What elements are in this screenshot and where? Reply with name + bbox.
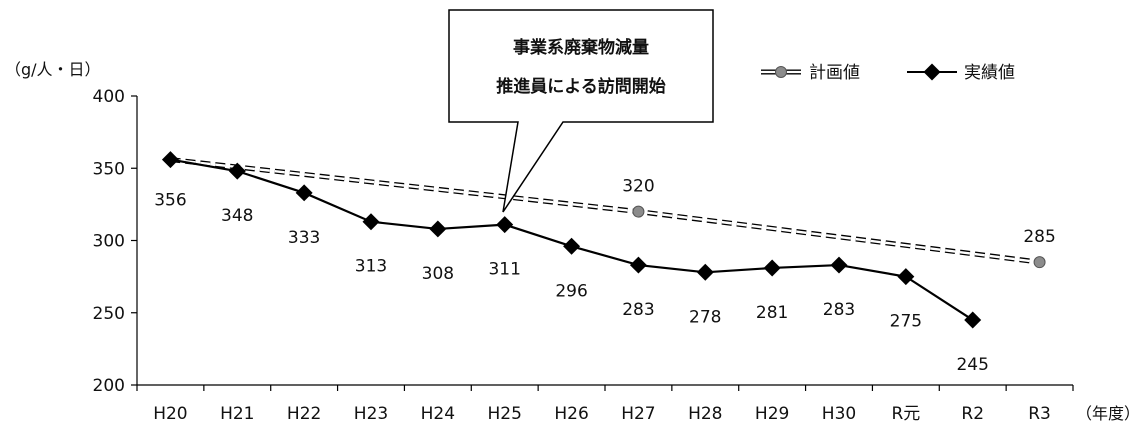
actual-point bbox=[228, 162, 246, 180]
actual-point bbox=[964, 311, 982, 329]
legend-circle-marker bbox=[775, 66, 787, 78]
legend: 計画値 実績値 bbox=[761, 63, 1015, 83]
actual-point bbox=[563, 237, 581, 255]
actual-point bbox=[496, 216, 514, 234]
actual-point bbox=[362, 213, 380, 231]
legend-diamond-marker bbox=[923, 63, 941, 81]
series-plan: 320 285 bbox=[170, 157, 1056, 269]
x-tick-label: R3 bbox=[1028, 404, 1051, 424]
x-tick-label: R2 bbox=[961, 404, 984, 424]
x-tick-label: H27 bbox=[621, 404, 655, 424]
x-tick-label: H28 bbox=[688, 404, 722, 424]
x-tick-label: H25 bbox=[488, 404, 522, 424]
callout-line-1: 事業系廃棄物減量 bbox=[513, 37, 649, 58]
x-tick-group: H20 H21 H22 H23 H24 H25 H26 H27 H28 H29 H30 R元 R2 R3 bbox=[136, 385, 1074, 424]
y-axis-unit: （g/人・日） bbox=[5, 60, 101, 79]
actual-data-label: 356 bbox=[154, 191, 186, 211]
x-axis-unit: （年度） bbox=[1076, 404, 1137, 423]
actual-point bbox=[295, 184, 313, 202]
x-tick-label: H21 bbox=[220, 404, 254, 424]
actual-data-label: 311 bbox=[488, 260, 520, 280]
y-tick-group: 200 250 300 350 400 bbox=[93, 87, 137, 396]
actual-data-label: 278 bbox=[689, 307, 721, 327]
y-tick-label: 200 bbox=[93, 376, 125, 396]
x-tick-label: H22 bbox=[287, 404, 321, 424]
actual-point bbox=[763, 259, 781, 277]
actual-data-label: 245 bbox=[956, 355, 988, 375]
actual-data-label: 333 bbox=[288, 228, 320, 248]
actual-point bbox=[629, 256, 647, 274]
x-tick-label: R元 bbox=[891, 404, 920, 424]
x-tick-label: H24 bbox=[421, 404, 455, 424]
x-tick-label: H30 bbox=[822, 404, 856, 424]
annotation-callout: 事業系廃棄物減量 推進員による訪問開始 bbox=[448, 9, 714, 213]
legend-item-plan: 計画値 bbox=[761, 63, 860, 83]
series-actual: 356 348 333 313 308 311 296 283 278 281 283 275 245 bbox=[154, 151, 989, 375]
plan-data-label: 320 bbox=[622, 177, 654, 197]
callout-line-2: 推進員による訪問開始 bbox=[496, 76, 666, 97]
y-tick-label: 350 bbox=[93, 159, 125, 179]
actual-data-label: 313 bbox=[355, 257, 387, 277]
actual-data-label: 281 bbox=[756, 303, 788, 323]
plan-point bbox=[632, 205, 645, 218]
y-tick-label: 250 bbox=[93, 304, 125, 324]
actual-point bbox=[696, 263, 714, 281]
actual-data-label: 308 bbox=[422, 264, 454, 284]
actual-data-label: 275 bbox=[890, 312, 922, 332]
actual-point bbox=[897, 268, 915, 286]
actual-point bbox=[429, 220, 447, 238]
actual-data-label: 283 bbox=[622, 300, 654, 320]
actual-point bbox=[161, 151, 179, 169]
actual-data-label: 296 bbox=[555, 281, 587, 301]
legend-label-plan: 計画値 bbox=[809, 63, 860, 83]
legend-label-actual: 実績値 bbox=[964, 63, 1015, 83]
actual-point bbox=[830, 256, 848, 274]
x-tick-label: H29 bbox=[755, 404, 789, 424]
x-tick-label: H26 bbox=[554, 404, 588, 424]
x-tick-label: H20 bbox=[153, 404, 187, 424]
y-tick-label: 400 bbox=[93, 87, 125, 107]
x-tick-label: H23 bbox=[354, 404, 388, 424]
legend-item-actual: 実績値 bbox=[907, 63, 1015, 83]
plan-data-label: 285 bbox=[1023, 227, 1055, 247]
callout-shape bbox=[448, 9, 714, 213]
plan-point bbox=[1033, 256, 1046, 269]
actual-data-label: 283 bbox=[823, 300, 855, 320]
y-tick-label: 300 bbox=[93, 232, 125, 252]
actual-data-label: 348 bbox=[221, 206, 253, 226]
